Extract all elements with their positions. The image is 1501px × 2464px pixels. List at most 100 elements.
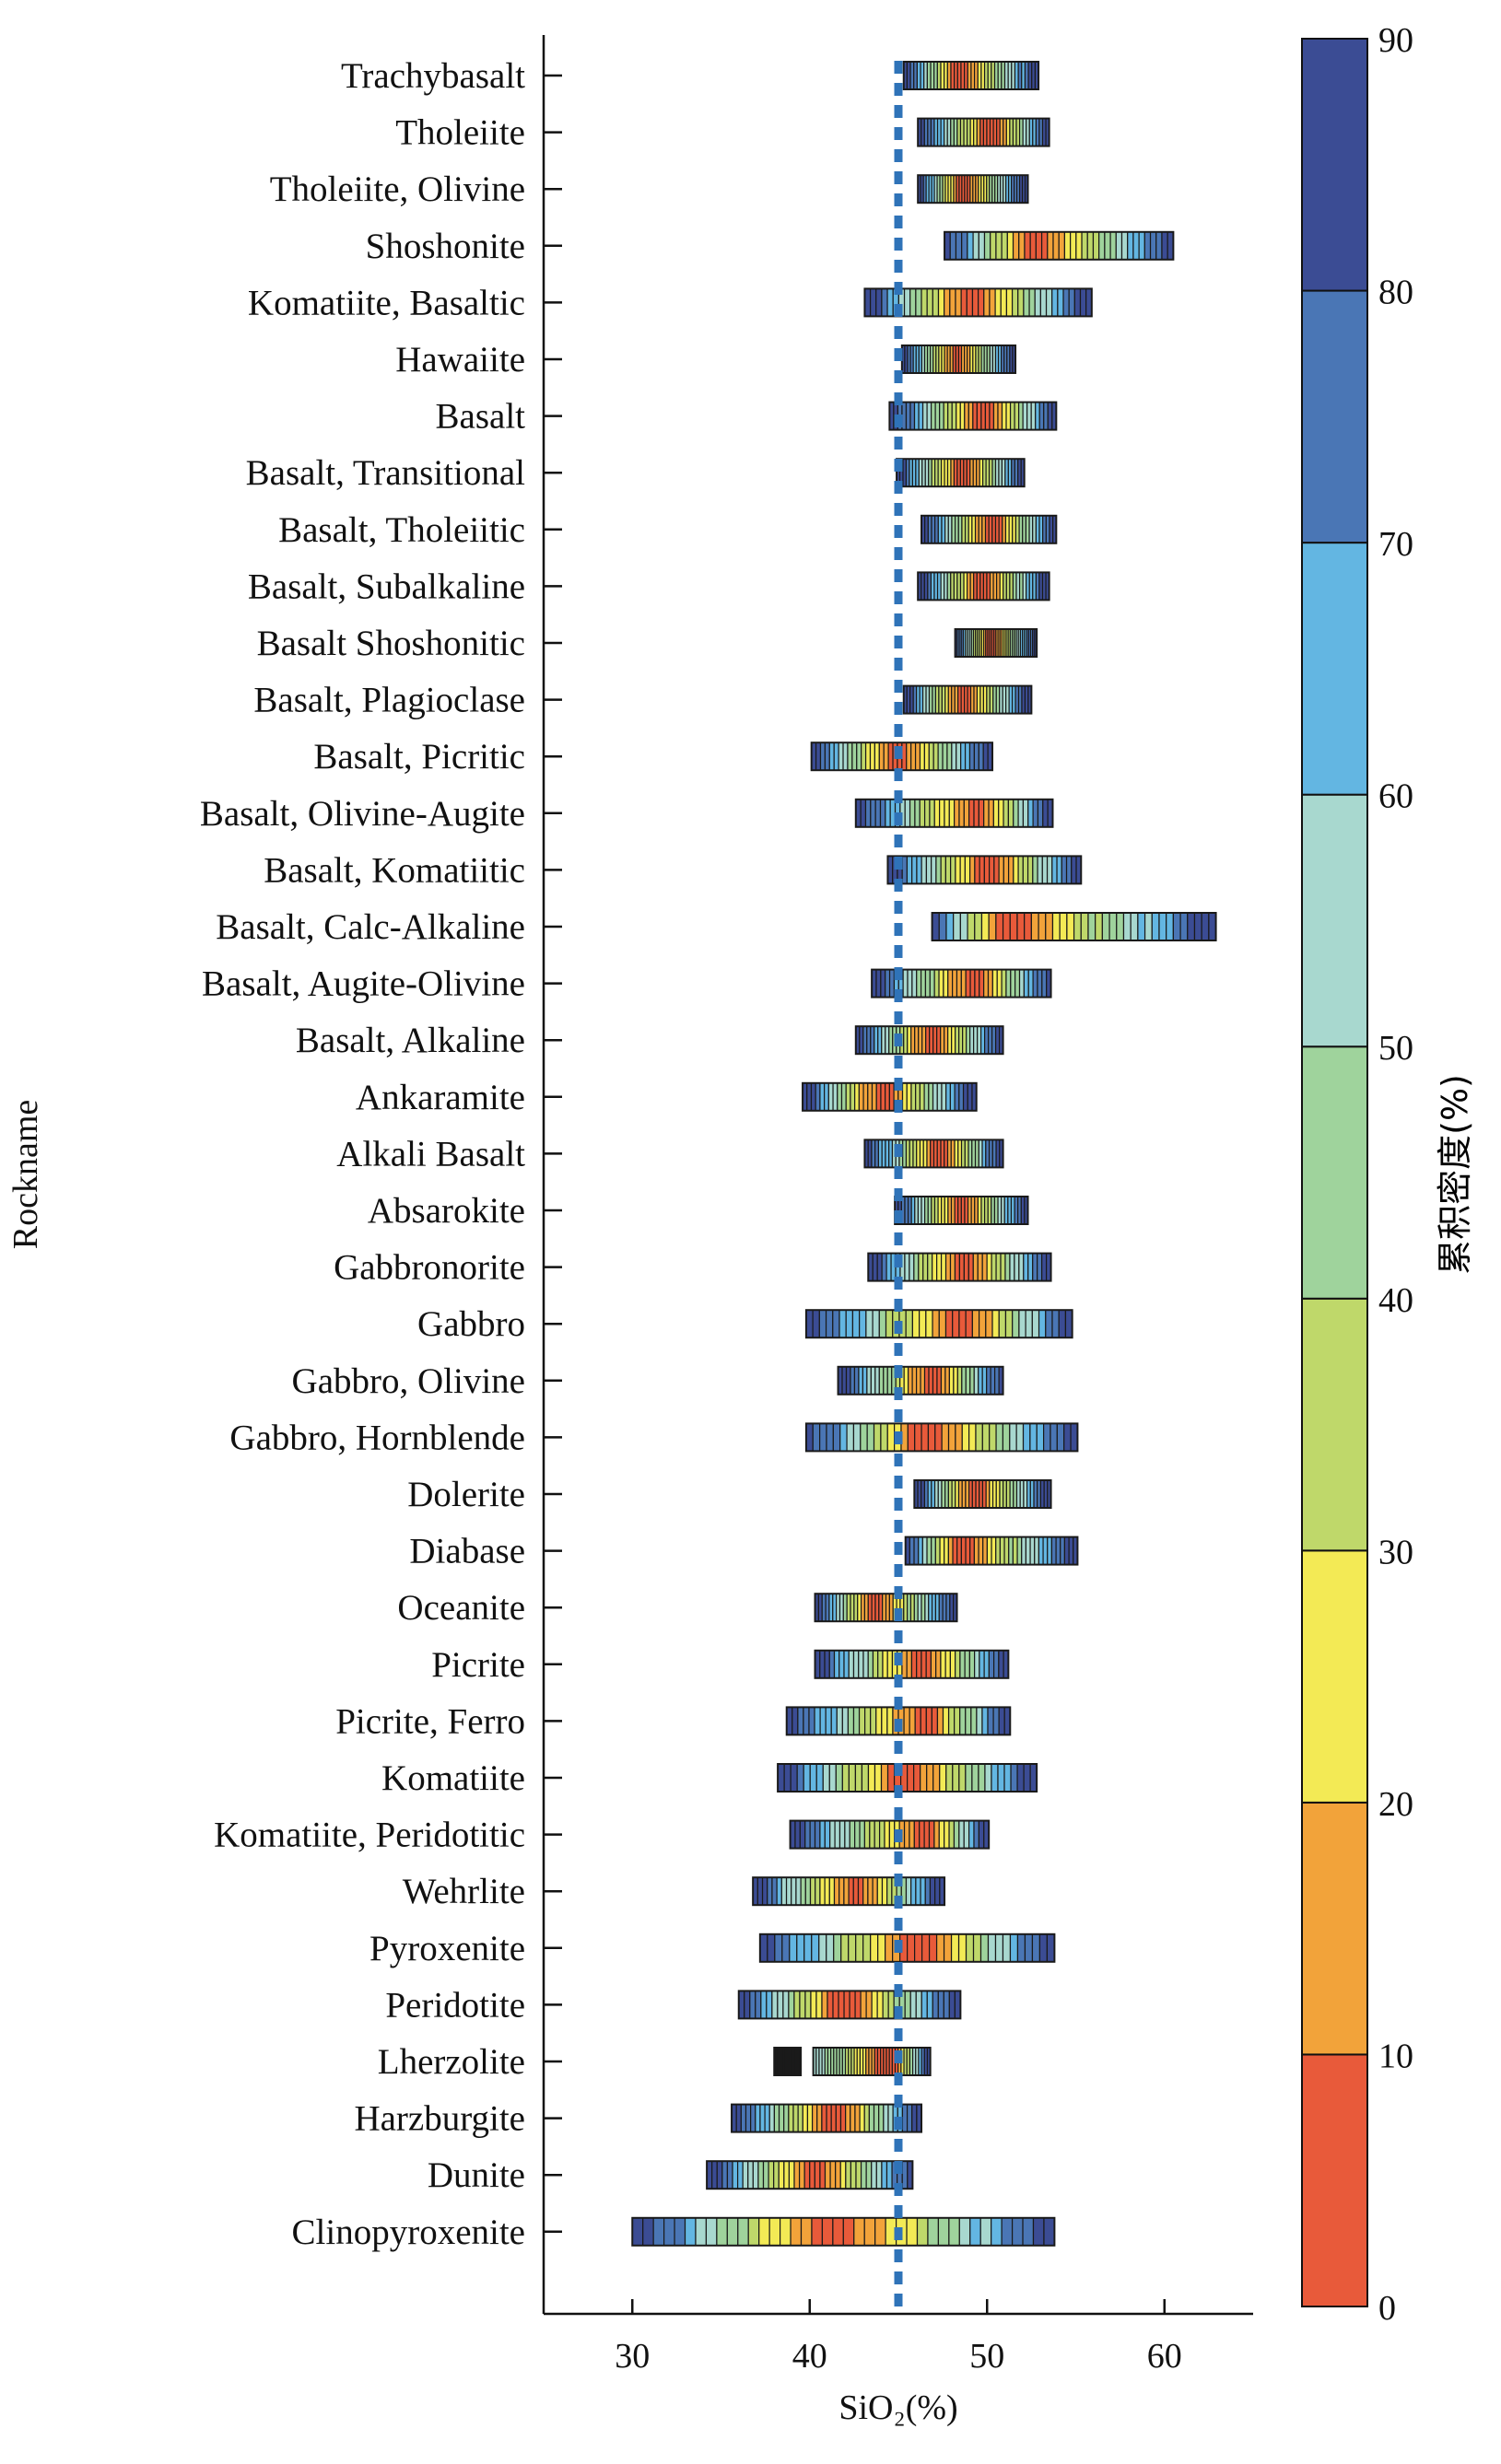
bar-outline bbox=[631, 2216, 1056, 2247]
density-segment bbox=[916, 855, 922, 885]
rock-row-bar bbox=[789, 1819, 991, 1850]
density-segment bbox=[848, 1650, 855, 1679]
density-segment bbox=[762, 2160, 769, 2190]
density-segment bbox=[958, 799, 965, 828]
rock-row-bar bbox=[863, 1139, 1004, 1169]
density-segment bbox=[964, 855, 971, 885]
density-segment bbox=[862, 1933, 872, 1963]
density-segment bbox=[945, 912, 955, 941]
rock-row-bar bbox=[888, 401, 1058, 431]
density-segment bbox=[1030, 402, 1037, 431]
density-segment bbox=[818, 1933, 827, 1963]
density-segment bbox=[880, 1422, 888, 1453]
density-segment bbox=[952, 968, 958, 998]
density-segment bbox=[940, 1366, 946, 1395]
rock-name-labels: Trachybasalt Tholeiite Tholeiite, Olivine S… bbox=[200, 56, 525, 2252]
density-segment bbox=[809, 1763, 817, 1793]
density-segment bbox=[838, 1309, 847, 1338]
density-segment bbox=[1051, 287, 1059, 317]
density-segment bbox=[1201, 912, 1210, 941]
density-segment bbox=[954, 799, 960, 828]
density-segment bbox=[1038, 1536, 1044, 1566]
density-segment bbox=[918, 402, 924, 431]
density-segment bbox=[991, 1763, 999, 1793]
bar-outline bbox=[904, 1536, 1079, 1566]
density-segment bbox=[1038, 402, 1045, 431]
density-segment bbox=[909, 1536, 915, 1566]
rock-label: Clinopyroxenite bbox=[292, 2213, 525, 2252]
density-segment bbox=[1193, 912, 1202, 941]
density-segment bbox=[862, 1082, 869, 1112]
density-segment bbox=[1116, 912, 1125, 941]
density-segment bbox=[951, 742, 957, 771]
density-segment bbox=[937, 1990, 944, 2019]
density-segment bbox=[928, 742, 934, 771]
density-segment bbox=[904, 1252, 910, 1282]
density-segment bbox=[875, 968, 882, 998]
density-segment bbox=[939, 402, 944, 431]
density-segment bbox=[1011, 2217, 1024, 2247]
density-segment bbox=[749, 1990, 756, 2019]
x-tick-label: 50 bbox=[969, 2337, 1004, 2376]
density-segment bbox=[932, 1990, 939, 2019]
density-segment bbox=[863, 2217, 876, 2247]
density-segment bbox=[874, 799, 882, 828]
density-segment bbox=[979, 968, 985, 998]
density-segment bbox=[1109, 231, 1117, 261]
density-segment bbox=[923, 1819, 931, 1850]
density-segment bbox=[943, 402, 949, 431]
density-segment bbox=[906, 2217, 919, 2247]
density-segment bbox=[929, 968, 935, 998]
density-segment bbox=[861, 1763, 870, 1793]
density-segment bbox=[1208, 912, 1217, 941]
density-segment bbox=[949, 1252, 956, 1282]
density-segment bbox=[1016, 1933, 1026, 1963]
density-segment bbox=[1003, 799, 1009, 828]
rock-row-bar bbox=[837, 1365, 1004, 1395]
bar-outline bbox=[789, 1819, 991, 1850]
density-segment bbox=[915, 287, 922, 317]
rock-row-bar bbox=[931, 912, 1217, 941]
density-segment bbox=[932, 287, 940, 317]
density-segment bbox=[969, 968, 976, 998]
density-segment bbox=[994, 1366, 1000, 1395]
density-segment bbox=[1043, 2217, 1056, 2247]
density-segment bbox=[970, 1706, 978, 1736]
density-segment bbox=[881, 1252, 887, 1282]
density-segment bbox=[973, 1819, 979, 1850]
density-segment bbox=[869, 742, 875, 771]
density-segment bbox=[940, 855, 946, 885]
density-segment bbox=[1001, 968, 1007, 998]
density-segment bbox=[794, 1819, 801, 1850]
density-segment bbox=[906, 1082, 912, 1112]
x-tick-label: 60 bbox=[1147, 2337, 1182, 2376]
density-segment bbox=[814, 1706, 821, 1736]
rock-row-bar bbox=[900, 344, 1017, 374]
colorbar-tick-label: 90 bbox=[1378, 21, 1413, 60]
rock-row-bar bbox=[731, 2103, 923, 2133]
density-segment bbox=[852, 1876, 860, 1906]
density-segment bbox=[905, 402, 911, 431]
density-segment bbox=[870, 799, 876, 828]
rock-label: Pyroxenite bbox=[369, 1929, 525, 1968]
density-segment bbox=[883, 2104, 889, 2133]
density-segment bbox=[921, 855, 928, 885]
density-segment bbox=[978, 1366, 983, 1395]
rock-row-bar bbox=[810, 742, 994, 772]
rock-row-bar bbox=[871, 968, 1052, 998]
density-segment bbox=[798, 2160, 805, 2190]
density-segment bbox=[1108, 912, 1118, 941]
density-segment bbox=[920, 1876, 926, 1906]
density-segment bbox=[1038, 1933, 1049, 1963]
bar-outline bbox=[777, 1763, 1038, 1793]
density-segment bbox=[911, 1366, 918, 1395]
density-segment bbox=[812, 1422, 821, 1453]
density-segment bbox=[873, 1422, 882, 1453]
density-segment bbox=[997, 402, 1003, 431]
density-segment bbox=[1018, 231, 1026, 261]
density-segment bbox=[858, 1082, 864, 1112]
density-segment bbox=[880, 1082, 886, 1112]
density-segment bbox=[819, 1422, 827, 1453]
density-segment bbox=[1022, 2217, 1035, 2247]
density-segment bbox=[928, 1082, 934, 1112]
